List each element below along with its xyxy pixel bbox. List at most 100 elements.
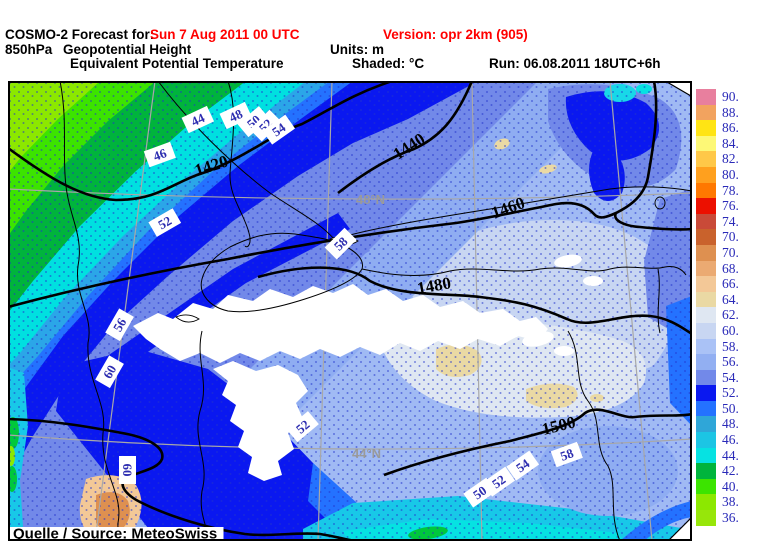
legend-row: 40.: [696, 478, 739, 495]
legend-row: 82.: [696, 151, 739, 167]
label-text: 58: [558, 445, 576, 464]
legend-swatch: [696, 494, 716, 511]
theta-contour-label: 46: [143, 141, 176, 168]
legend-swatch: [696, 307, 716, 323]
legend-row: 64.: [696, 291, 739, 308]
label-box: [95, 355, 124, 389]
source-text: Quelle / Source: MeteoSwiss: [13, 526, 217, 542]
legend-row: 60.: [696, 322, 739, 339]
legend-value: 74.: [722, 213, 739, 229]
legend-value: 62.: [722, 307, 739, 323]
label-box: [148, 208, 182, 237]
legend-value: 60.: [722, 322, 739, 338]
legend-row: 88.: [696, 104, 739, 121]
label-text: 48: [227, 106, 246, 125]
graticule-label: 48°N: [356, 192, 385, 207]
legend-value: 56.: [722, 354, 739, 370]
label-box: [237, 106, 270, 138]
legend-row: 52.: [696, 385, 739, 401]
theta-contour-label: 60: [95, 355, 124, 389]
legend-swatch: [696, 416, 716, 433]
legend-row: 46.: [696, 432, 739, 448]
legend-row: 74.: [696, 213, 739, 230]
legend-value: 68.: [722, 260, 739, 276]
theta-contour-label: 52: [286, 411, 319, 443]
page-title: COSMO-2 Forecast for:: [5, 27, 155, 42]
theta-contour-label: 52: [482, 466, 516, 497]
legend-row: 84.: [696, 135, 739, 152]
label-box: [286, 411, 319, 443]
theta-contour-label: 60: [119, 456, 136, 484]
legend-value: 66.: [722, 276, 739, 292]
legend-row: 44.: [696, 447, 739, 464]
legend-swatch: [696, 244, 716, 261]
legend-swatch: [696, 510, 716, 526]
pressure-level: 850hPa: [5, 42, 53, 57]
legend-value: 44.: [722, 447, 739, 463]
legend-row: 76.: [696, 198, 739, 214]
model-version: Version: opr 2km (905): [383, 27, 528, 42]
legend-swatch: [696, 166, 716, 183]
legend-swatch: [696, 135, 716, 152]
theta-contour-label: 58: [550, 441, 583, 468]
legend-value: 90.: [722, 89, 739, 104]
legend-row: 50.: [696, 400, 739, 417]
field-name-1: Geopotential Height: [63, 42, 192, 57]
legend-swatch: [696, 104, 716, 121]
legend-row: 58.: [696, 338, 739, 355]
label-box: [181, 105, 215, 134]
label-box: [482, 466, 516, 497]
legend-row: 68.: [696, 260, 739, 277]
forecast-time: Sun 7 Aug 2011 00 UTC: [150, 27, 300, 42]
legend-swatch: [696, 447, 716, 464]
legend-swatch: [696, 354, 716, 370]
shaded-label: Shaded: °C: [352, 56, 425, 71]
label-text: 60: [100, 362, 119, 381]
legend-row: 70.: [696, 229, 739, 245]
legend-value: 80.: [722, 166, 739, 182]
theta-contour-label: 52: [148, 208, 182, 237]
units-label: Units: m: [330, 42, 384, 57]
legend-value: 48.: [722, 416, 739, 432]
color-scale-legend: 90. 88. 86. 84. 82. 80. 78. 76. 74. 70. 70. 68. 66. 6…: [696, 89, 739, 526]
legend-row: 56.: [696, 354, 739, 370]
legend-row: 38.: [696, 494, 739, 511]
theta-contour-label: 58: [324, 227, 357, 260]
legend-swatch: [696, 260, 716, 277]
label-box: [105, 308, 134, 342]
legend-row: 70.: [696, 244, 739, 261]
legend-row: 48.: [696, 416, 739, 433]
legend-row: 36.: [696, 510, 739, 526]
legend-value: 88.: [722, 104, 739, 120]
legend-row: 42.: [696, 463, 739, 479]
legend-row: 66.: [696, 276, 739, 292]
legend-value: 36.: [722, 510, 739, 526]
legend-value: 46.: [722, 432, 739, 448]
legend-value: 58.: [722, 338, 739, 354]
field-name-2: Equivalent Potential Temperature: [70, 56, 284, 71]
legend-value: 78.: [722, 182, 739, 198]
run-label: Run: 06.08.2011 18UTC+6h: [489, 56, 661, 71]
label-box: [119, 456, 136, 484]
legend-swatch: [696, 369, 716, 386]
legend-swatch: [696, 291, 716, 308]
label-box: [506, 450, 540, 481]
legend-swatch: [696, 432, 716, 448]
legend-swatch: [696, 182, 716, 199]
legend-value: 54.: [722, 369, 739, 385]
legend-value: 40.: [722, 478, 739, 494]
legend-value: 86.: [722, 120, 739, 136]
legend-value: 82.: [722, 151, 739, 167]
legend-swatch: [696, 198, 716, 214]
legend-value: 52.: [722, 385, 739, 401]
legend-row: 62.: [696, 307, 739, 323]
legend-value: 84.: [722, 135, 739, 151]
legend-swatch: [696, 385, 716, 401]
legend-value: 70.: [722, 244, 739, 260]
label-box: [219, 101, 253, 130]
legend-row: 54.: [696, 369, 739, 386]
legend-swatch: [696, 89, 716, 105]
